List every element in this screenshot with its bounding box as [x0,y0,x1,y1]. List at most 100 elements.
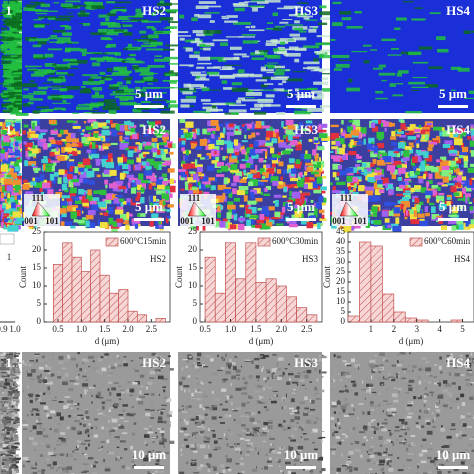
speck [11,458,16,462]
grain [298,30,307,33]
grain [405,193,411,199]
grain [168,70,174,73]
grain [127,150,134,158]
grain [265,130,274,138]
grain [149,207,154,213]
grain [166,26,178,29]
speck [366,458,371,463]
grain [362,44,372,47]
grain [294,94,308,96]
grain [4,77,15,80]
speck [114,403,119,407]
speck [0,372,7,374]
grain [148,184,153,190]
grain [277,136,281,144]
grain [7,91,16,95]
speck [309,408,316,411]
grain [251,0,266,2]
grain [92,104,104,107]
grain [82,23,91,26]
grain [424,206,429,212]
speck [118,426,125,429]
grain [151,213,159,220]
grain [255,224,262,229]
speck [139,395,145,399]
grain [160,107,171,109]
grain [102,106,120,111]
speck [1,433,5,437]
grain [294,210,303,218]
grain [8,80,24,82]
grain [402,1,414,3]
grain [32,122,35,130]
grain [15,159,25,163]
grain [408,81,426,85]
speck [287,470,292,474]
grain [406,210,409,216]
grain [453,133,459,138]
speck [258,355,263,358]
speck [297,372,302,375]
grain [317,146,325,151]
grain [107,119,113,125]
grain [156,133,164,138]
speck [451,452,457,456]
grain [43,156,48,159]
speck [415,472,419,474]
speck [187,356,193,360]
speck [225,466,230,469]
speck [278,375,285,377]
grain [108,29,114,34]
grain [412,199,417,203]
speck [201,364,206,368]
grain [82,80,101,85]
grain [282,150,291,155]
grain [335,177,340,181]
grain [82,178,90,184]
grain [102,22,120,25]
grain [274,211,281,218]
grain [178,87,196,91]
grain [10,48,17,50]
grain [89,200,97,205]
grain [217,206,221,212]
speck [3,357,8,359]
speck [1,450,3,452]
grain [236,190,245,196]
grain [290,183,297,188]
speck [114,436,120,438]
speck [76,363,78,368]
grain [259,168,265,175]
grain [213,66,222,68]
grain [331,190,341,194]
grain [319,105,333,108]
speck [330,445,337,449]
speck [196,375,199,378]
speck [263,377,267,381]
grain [61,198,65,201]
grain [232,208,236,215]
grain [397,70,409,74]
grain [22,211,26,219]
speck [246,446,249,448]
grain [250,123,260,128]
speck [237,420,242,424]
grain [192,133,197,139]
grain [288,168,292,173]
grain [239,171,246,176]
speck [162,377,168,381]
speck [296,383,299,386]
grain [288,205,294,209]
grain [221,66,232,71]
speck [309,399,312,403]
grain [264,0,281,3]
grain [400,163,408,169]
grain [99,189,107,196]
grain [93,190,102,195]
speck [371,369,376,374]
speck [423,393,429,396]
speck [9,388,13,390]
grain [244,154,249,160]
speck [150,455,153,458]
grain [315,144,319,150]
